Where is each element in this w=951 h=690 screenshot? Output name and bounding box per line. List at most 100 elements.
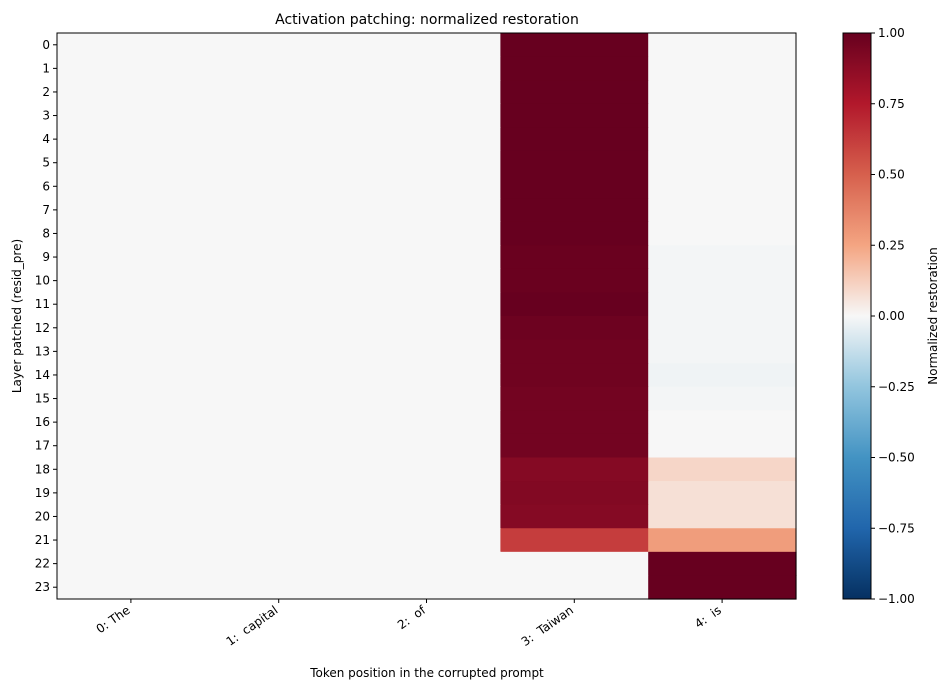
- y-tick-label: 11: [35, 297, 50, 311]
- y-tick-label: 18: [35, 462, 50, 476]
- heatmap-cell: [57, 363, 206, 388]
- heatmap-cell: [57, 528, 206, 553]
- heatmap-cell: [352, 150, 501, 176]
- heatmap-cell: [204, 292, 354, 317]
- heatmap-cell: [57, 410, 206, 435]
- heatmap-cell: [500, 103, 649, 128]
- heatmap-cell: [57, 56, 206, 81]
- y-tick-label: 5: [42, 156, 50, 170]
- colorbar-tick-label: 0.00: [878, 309, 905, 323]
- heatmap-cell: [500, 221, 649, 246]
- heatmap-cell: [204, 386, 354, 411]
- heatmap-cell: [500, 150, 649, 176]
- colorbar-tick-label: 0.75: [878, 97, 905, 111]
- y-tick-label: 21: [35, 533, 50, 547]
- heatmap-cell: [648, 386, 797, 411]
- colorbar-tick-label: −0.50: [878, 451, 915, 465]
- heatmap-cell: [500, 339, 649, 364]
- y-tick-label: 2: [42, 85, 50, 99]
- y-tick-label: 22: [35, 557, 50, 571]
- heatmap-cell: [204, 198, 354, 223]
- heatmap-cell: [648, 410, 797, 435]
- heatmap-cell: [204, 575, 354, 600]
- heatmap-cell: [648, 56, 797, 81]
- colorbar-tick-label: −1.00: [878, 592, 915, 606]
- heatmap-cell: [648, 174, 797, 199]
- colorbar-tick-label: −0.25: [878, 380, 915, 394]
- heatmap-cell: [500, 174, 649, 199]
- heatmap-cell: [57, 433, 206, 459]
- heatmap-cell: [204, 56, 354, 81]
- heatmap-cell: [57, 127, 206, 152]
- x-tick-label: 2: of: [395, 603, 429, 633]
- heatmap-cell: [57, 174, 206, 199]
- heatmap-cell: [57, 33, 206, 58]
- heatmap-cell: [204, 103, 354, 128]
- y-tick-label: 23: [35, 580, 50, 594]
- x-axis: 0: The 1: capital 2: of 3: Taiwan 4: is: [94, 599, 724, 649]
- heatmap-cell: [352, 80, 501, 105]
- heatmap-cell: [204, 551, 354, 577]
- heatmap-cell: [352, 127, 501, 152]
- heatmap-cell: [204, 363, 354, 388]
- heatmap-cell: [57, 268, 206, 294]
- heatmap-cell: [648, 316, 797, 341]
- heatmap-cell: [648, 528, 797, 553]
- y-tick-label: 9: [42, 250, 50, 264]
- colorbar-tick-label: 0.50: [878, 168, 905, 182]
- x-tick-label: 3: Taiwan: [519, 603, 576, 649]
- heatmap-cell: [352, 339, 501, 364]
- heatmap-cell: [204, 174, 354, 199]
- y-tick-label: 7: [42, 203, 50, 217]
- chart-title: Activation patching: normalized restorat…: [275, 12, 579, 28]
- heatmap-cell: [352, 551, 501, 577]
- heatmap-cell: [57, 103, 206, 128]
- heatmap-cell: [500, 268, 649, 294]
- heatmap-cell: [204, 127, 354, 152]
- x-axis-label: Token position in the corrupted prompt: [309, 666, 544, 680]
- colorbar-tick-label: 1.00: [878, 26, 905, 40]
- heatmap-cell: [57, 198, 206, 223]
- colorbar-tick-label: 0.25: [878, 238, 905, 252]
- heatmap-cell: [648, 481, 797, 506]
- heatmap-cell: [352, 410, 501, 435]
- heatmap-cell: [352, 33, 501, 58]
- y-tick-label: 3: [42, 109, 50, 123]
- heatmap-cell: [500, 410, 649, 435]
- heatmap-cell: [57, 245, 206, 270]
- y-tick-label: 10: [35, 274, 50, 288]
- y-tick-label: 17: [35, 439, 50, 453]
- heatmap-cell: [352, 575, 501, 600]
- heatmap-cell: [57, 386, 206, 411]
- heatmap-cell: [352, 528, 501, 553]
- heatmap-cell: [352, 245, 501, 270]
- heatmap-cell: [500, 386, 649, 411]
- heatmap-cell: [500, 127, 649, 152]
- heatmap-cell: [648, 150, 797, 176]
- heatmap-cell: [648, 245, 797, 270]
- heatmap-cell: [500, 33, 649, 58]
- x-tick-label: 0: The: [94, 603, 133, 636]
- heatmap-cell: [57, 551, 206, 577]
- heatmap-cell: [648, 575, 797, 600]
- colorbar-label: Normalized restoration: [926, 247, 940, 385]
- heatmap-cell: [648, 504, 797, 529]
- heatmap-cell: [352, 103, 501, 128]
- heatmap-cell: [204, 504, 354, 529]
- y-tick-label: 14: [35, 368, 50, 382]
- heatmap-cell: [648, 80, 797, 105]
- heatmap-cell: [500, 528, 649, 553]
- heatmap-cell: [648, 433, 797, 459]
- heatmap-cell: [57, 504, 206, 529]
- colorbar-tick-label: −0.75: [878, 521, 915, 535]
- heatmap-cell: [204, 150, 354, 176]
- heatmap-cell: [500, 551, 649, 577]
- x-tick-label: 4: is: [692, 603, 724, 631]
- heatmap-cell: [204, 316, 354, 341]
- colorbar: [842, 32, 872, 600]
- heatmap-cell: [204, 245, 354, 270]
- y-tick-label: 12: [35, 321, 50, 335]
- heatmap-cell: [57, 339, 206, 364]
- heatmap-cell: [57, 150, 206, 176]
